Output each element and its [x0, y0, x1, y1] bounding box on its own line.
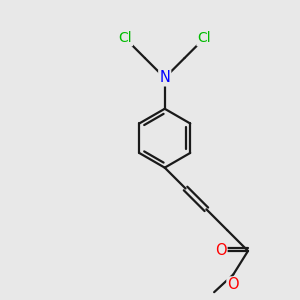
Text: N: N	[159, 70, 170, 86]
Text: Cl: Cl	[118, 31, 132, 45]
Text: Cl: Cl	[197, 31, 211, 45]
Text: O: O	[215, 243, 226, 258]
Text: O: O	[227, 278, 239, 292]
